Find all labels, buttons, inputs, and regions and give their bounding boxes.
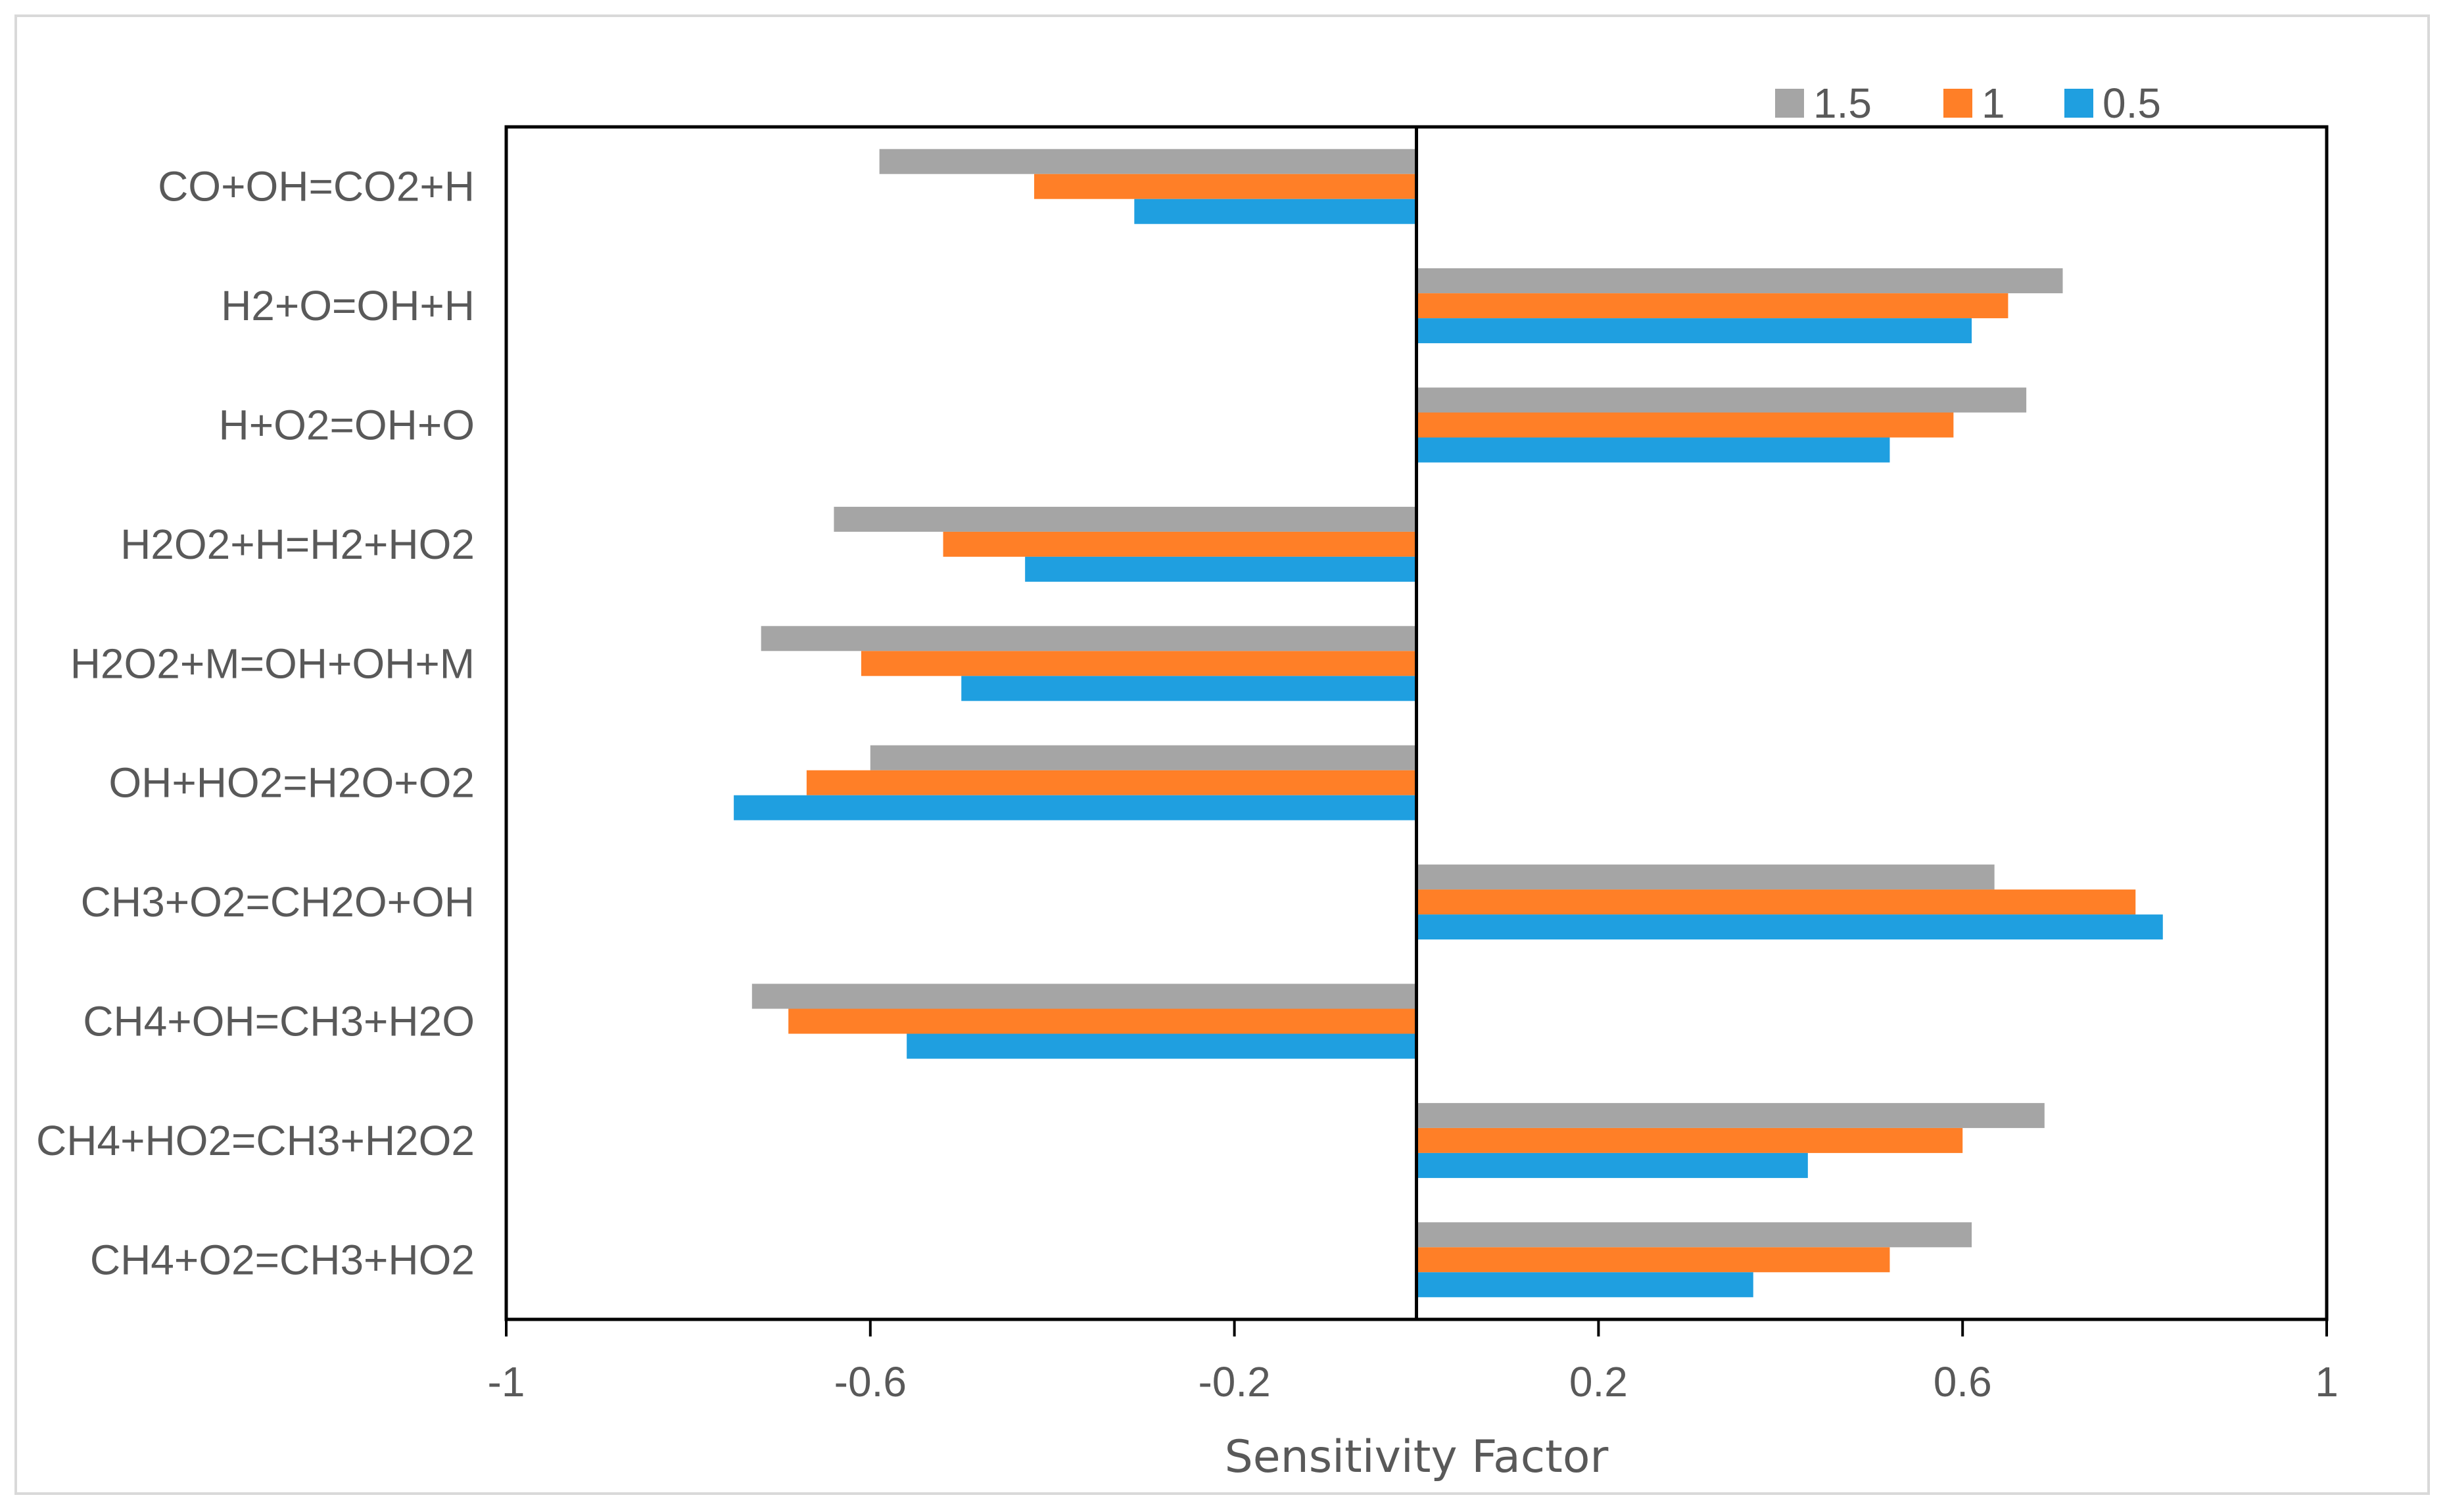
bar-oh-ho2-h2o-o2-series-1 (806, 770, 1417, 795)
bar-ch4-ho2-ch3-h2o2-series-1 (1416, 1127, 1963, 1153)
bar-h2o2-m-oh-oh-m-series-0_5 (961, 676, 1417, 701)
bar-ch3-o2-ch2o-oh-series-0_5 (1416, 914, 2163, 940)
category-label: CH3+O2=CH2O+OH (81, 878, 475, 926)
bar-ch4-o2-ch3-ho2-series-1 (1416, 1247, 1890, 1273)
x-tick-label: -1 (488, 1358, 525, 1406)
x-tick-label: -0.6 (834, 1358, 907, 1406)
sensitivity-bar-chart: 1.5 1 0.5 CO+OH=CO2+H H2+O=OH+H H+O2=OH+O H2O… (36, 80, 2339, 1483)
category-labels: CO+OH=CO2+H H2+O=OH+H H+O2=OH+O H2O2+H=H2+H… (36, 163, 475, 1284)
legend-swatch-1_5 (1775, 89, 1804, 118)
category-label: H+O2=OH+O (219, 402, 475, 449)
bar-ch4-oh-ch3-h2o-series-1 (788, 1008, 1417, 1034)
bar-h2o2-h-h2-ho2-series-0_5 (1025, 556, 1417, 582)
bar-h2-o-oh-h-series-1_5 (1416, 268, 2063, 294)
category-label: H2O2+H=H2+HO2 (120, 521, 475, 568)
bars (734, 149, 2163, 1298)
legend-swatch-0_5 (2064, 89, 2093, 118)
category-label: CH4+OH=CH3+H2O (83, 998, 475, 1045)
category-label: CH4+O2=CH3+HO2 (90, 1236, 475, 1283)
bar-ch3-o2-ch2o-oh-series-1_5 (1416, 864, 1995, 890)
x-tick-label: 1 (2315, 1358, 2339, 1406)
legend-swatch-1 (1943, 89, 1972, 118)
bar-oh-ho2-h2o-o2-series-1_5 (870, 745, 1417, 770)
x-tick-label: 0.6 (1934, 1358, 1992, 1406)
bar-h-o2-oh-o-series-1_5 (1416, 387, 2027, 413)
x-axis-title: Sensitivity Factor (1225, 1431, 1609, 1483)
bar-h2-o-oh-h-series-1 (1416, 293, 2008, 319)
bar-ch4-oh-ch3-h2o-series-1_5 (751, 983, 1417, 1009)
axes: -1 -0.6 -0.2 0.2 0.6 1 (488, 125, 2339, 1406)
legend-label-1_5: 1.5 (1813, 80, 1872, 127)
bar-co-oh-co2-h-series-0_5 (1134, 199, 1417, 224)
bar-ch4-ho2-ch3-h2o2-series-0_5 (1416, 1152, 1808, 1178)
bar-ch3-o2-ch2o-oh-series-1 (1416, 889, 2136, 915)
legend-label-1: 1 (1982, 80, 2005, 127)
chart-frame: 1.5 1 0.5 CO+OH=CO2+H H2+O=OH+H H+O2=OH+O H2O… (14, 14, 2430, 1495)
bar-h-o2-oh-o-series-1 (1416, 412, 1954, 438)
category-label: CH4+HO2=CH3+H2O2 (36, 1117, 475, 1164)
bar-h2-o-oh-h-series-0_5 (1416, 318, 1972, 344)
x-tick-label: -0.2 (1198, 1358, 1270, 1406)
category-label: OH+HO2=H2O+O2 (108, 759, 475, 807)
legend-label-0_5: 0.5 (2103, 80, 2161, 127)
category-label: H2O2+M=OH+OH+M (70, 640, 475, 687)
bar-ch4-oh-ch3-h2o-series-0_5 (907, 1033, 1417, 1059)
bar-h-o2-oh-o-series-0_5 (1416, 437, 1890, 463)
bar-h2o2-h-h2-ho2-series-1 (943, 531, 1417, 557)
bar-ch4-o2-ch3-ho2-series-1_5 (1416, 1222, 1972, 1248)
legend: 1.5 1 0.5 (1775, 80, 2161, 127)
category-label: CO+OH=CO2+H (158, 163, 475, 210)
bar-h2o2-h-h2-ho2-series-1_5 (834, 506, 1417, 532)
bar-co-oh-co2-h-series-1 (1034, 174, 1417, 199)
bar-h2o2-m-oh-oh-m-series-1 (861, 651, 1417, 676)
category-label: H2+O=OH+H (221, 282, 475, 329)
bar-h2o2-m-oh-oh-m-series-1_5 (761, 626, 1417, 651)
bar-co-oh-co2-h-series-1_5 (879, 149, 1417, 174)
bar-oh-ho2-h2o-o2-series-0_5 (734, 795, 1417, 820)
x-tick-label: 0.2 (1569, 1358, 1628, 1406)
bar-ch4-ho2-ch3-h2o2-series-1_5 (1416, 1102, 2045, 1128)
bar-ch4-o2-ch3-ho2-series-0_5 (1416, 1272, 1753, 1298)
